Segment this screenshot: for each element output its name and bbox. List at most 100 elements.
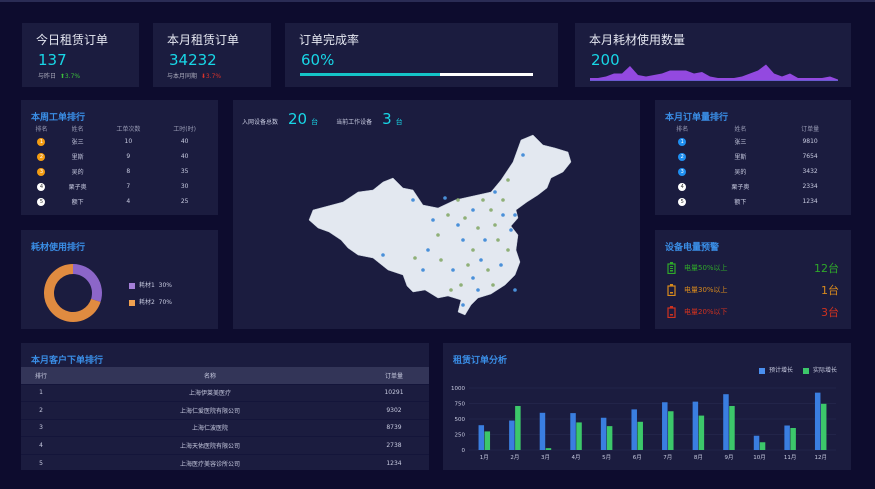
table-row[interactable]: 5 额下 1234 bbox=[659, 194, 845, 209]
bar-forecast[interactable] bbox=[662, 402, 668, 450]
x-tick-label: 10月 bbox=[753, 454, 766, 461]
rank-badge: 3 bbox=[37, 167, 46, 176]
donut-slice[interactable] bbox=[44, 264, 101, 322]
device-marker[interactable] bbox=[426, 248, 430, 252]
bar-forecast[interactable] bbox=[784, 425, 790, 450]
table-row[interactable]: 2 里斯 9 40 bbox=[27, 149, 212, 164]
device-marker[interactable] bbox=[479, 258, 483, 262]
table-row[interactable]: 2 里斯 7654 bbox=[659, 149, 845, 164]
device-marker[interactable] bbox=[456, 198, 460, 202]
device-marker[interactable] bbox=[499, 263, 503, 267]
donut-slice[interactable] bbox=[72, 264, 102, 302]
device-marker[interactable] bbox=[459, 283, 463, 287]
bar-forecast[interactable] bbox=[570, 413, 576, 450]
device-marker[interactable] bbox=[476, 226, 480, 230]
card-title: 本月耗材使用数量 bbox=[589, 33, 686, 47]
table-row[interactable]: 5 上海医疗美容诊所公司 1234 bbox=[21, 453, 429, 472]
x-tick-label: 2月 bbox=[510, 454, 519, 461]
x-tick-label: 9月 bbox=[724, 454, 733, 461]
device-marker[interactable] bbox=[461, 303, 465, 307]
bar-actual[interactable] bbox=[545, 448, 552, 450]
device-marker[interactable] bbox=[439, 258, 443, 262]
device-marker[interactable] bbox=[451, 268, 455, 272]
table-row[interactable]: 1 张三 10 40 bbox=[27, 134, 212, 149]
bar-forecast[interactable] bbox=[509, 420, 515, 450]
bar-actual[interactable] bbox=[576, 422, 582, 450]
bar-forecast[interactable] bbox=[600, 417, 607, 450]
hours-cell: 40 bbox=[180, 153, 189, 160]
bar-forecast[interactable] bbox=[631, 409, 637, 450]
device-marker[interactable] bbox=[491, 283, 495, 287]
device-marker[interactable] bbox=[466, 263, 470, 267]
device-marker[interactable] bbox=[461, 238, 465, 242]
device-marker[interactable] bbox=[496, 238, 500, 242]
table-row[interactable]: 1 上海伊莱美医疗 10291 bbox=[21, 383, 429, 402]
device-marker[interactable] bbox=[411, 198, 415, 202]
china-map[interactable] bbox=[233, 100, 640, 329]
device-marker[interactable] bbox=[436, 233, 440, 237]
bar-actual[interactable] bbox=[759, 442, 766, 450]
device-marker[interactable] bbox=[513, 288, 517, 292]
device-marker[interactable] bbox=[489, 208, 493, 212]
device-marker[interactable] bbox=[481, 198, 485, 202]
bar-forecast[interactable] bbox=[814, 392, 821, 450]
device-marker[interactable] bbox=[413, 256, 417, 260]
device-marker[interactable] bbox=[509, 228, 513, 232]
table-row[interactable]: 3 上海仁波医院 8739 bbox=[21, 418, 429, 437]
device-marker[interactable] bbox=[476, 288, 480, 292]
bar-actual[interactable] bbox=[515, 405, 521, 450]
device-marker[interactable] bbox=[471, 248, 475, 252]
bar-actual[interactable] bbox=[668, 411, 674, 450]
battery-row: 电量20%以下 3台 bbox=[667, 304, 839, 320]
rank-cell: 1 bbox=[27, 134, 56, 149]
device-marker[interactable] bbox=[421, 268, 425, 272]
unit-label: 台 bbox=[311, 118, 319, 126]
device-marker[interactable] bbox=[513, 213, 517, 217]
rank-badge: 1 bbox=[37, 137, 46, 146]
device-marker[interactable] bbox=[506, 248, 510, 252]
bar-actual[interactable] bbox=[606, 426, 613, 450]
table-row[interactable]: 4 栗子奥 7 30 bbox=[27, 179, 212, 194]
bar-actual[interactable] bbox=[698, 415, 705, 450]
x-tick-label: 12月 bbox=[814, 454, 827, 461]
device-marker[interactable] bbox=[431, 218, 435, 222]
table-row[interactable]: 4 栗子奥 2334 bbox=[659, 179, 845, 194]
table-row[interactable]: 1 张三 9810 bbox=[659, 134, 845, 149]
bar-forecast[interactable] bbox=[478, 425, 485, 450]
device-marker[interactable] bbox=[471, 276, 475, 280]
device-marker[interactable] bbox=[506, 178, 510, 182]
legend-item: 耗材2 70% bbox=[129, 294, 172, 311]
device-marker[interactable] bbox=[471, 208, 475, 212]
device-marker[interactable] bbox=[463, 216, 467, 220]
bar-forecast[interactable] bbox=[753, 435, 760, 450]
bar-actual[interactable] bbox=[637, 421, 643, 450]
device-marker[interactable] bbox=[446, 213, 450, 217]
table-row[interactable]: 3 吴的 8 35 bbox=[27, 164, 212, 179]
table-row[interactable]: 4 上海天佑医院有限公司 2738 bbox=[21, 436, 429, 454]
device-marker[interactable] bbox=[456, 223, 460, 227]
device-marker[interactable] bbox=[501, 198, 505, 202]
bar-actual[interactable] bbox=[484, 431, 491, 450]
device-marker[interactable] bbox=[381, 253, 385, 257]
bar-forecast[interactable] bbox=[539, 412, 546, 450]
device-marker[interactable] bbox=[486, 268, 490, 272]
device-marker[interactable] bbox=[521, 153, 525, 157]
device-marker[interactable] bbox=[449, 288, 453, 292]
table-row[interactable]: 3 吴的 3432 bbox=[659, 164, 845, 179]
table-row[interactable]: 2 上海仁爱医院有限公司 9302 bbox=[21, 401, 429, 419]
table-row[interactable]: 5 额下 4 25 bbox=[27, 194, 212, 209]
x-tick-label: 6月 bbox=[633, 454, 642, 461]
device-marker[interactable] bbox=[493, 223, 497, 227]
bar-forecast[interactable] bbox=[723, 394, 729, 450]
bar-actual[interactable] bbox=[729, 405, 735, 450]
bar-actual[interactable] bbox=[790, 427, 796, 450]
name-cell: 吴的 bbox=[734, 169, 747, 176]
bar-chart: 0 250 500 750 1000 1月 2月 3月 4月 5月 6月 7月 8月 9月 10月 11月 12… bbox=[451, 386, 836, 461]
legend-name: 耗材2 bbox=[139, 299, 155, 306]
device-marker[interactable] bbox=[443, 196, 447, 200]
device-marker[interactable] bbox=[501, 213, 505, 217]
bar-forecast[interactable] bbox=[692, 401, 699, 450]
bar-actual[interactable] bbox=[820, 403, 827, 450]
device-marker[interactable] bbox=[483, 238, 487, 242]
device-marker[interactable] bbox=[493, 190, 497, 194]
